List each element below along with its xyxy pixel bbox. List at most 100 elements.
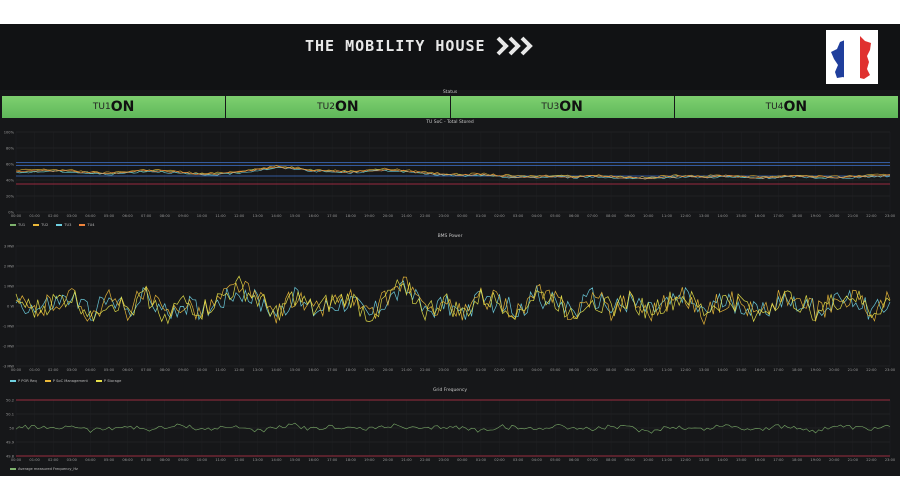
x-tick-label: 06:00 <box>122 214 133 218</box>
x-tick-label: 14:00 <box>717 458 728 462</box>
x-tick-label: 05:00 <box>104 214 115 218</box>
status-tile-tu3[interactable]: TU3 ON <box>450 96 674 118</box>
x-tick-label: 13:00 <box>699 214 710 218</box>
power-panel-title: BMS Power <box>437 234 463 239</box>
power-chart-panel[interactable]: 3 MW 2 MW 1 MW 0 W -1 MW -2 MW -3 MW 00:00 01:00… <box>2 240 898 386</box>
x-tick-label: 14:00 <box>271 368 282 372</box>
y-tick-label: 0% <box>8 210 14 214</box>
x-tick-label: 10:00 <box>643 368 654 372</box>
legend-item[interactable]: TU2 <box>33 223 48 227</box>
x-tick-label: 07:00 <box>141 458 152 462</box>
x-tick-label: 06:00 <box>569 458 580 462</box>
legend-swatch <box>56 224 63 226</box>
x-tick-label: 05:00 <box>104 458 115 462</box>
x-tick-label: 23:00 <box>439 368 450 372</box>
legend-item[interactable]: TU3 <box>56 223 71 227</box>
legend-item[interactable]: TU4 <box>79 223 95 227</box>
x-tick-label: 13:00 <box>699 368 710 372</box>
x-tick-label: 08:00 <box>160 368 171 372</box>
dashboard-screen: THE MOBILITY HOUSE <box>0 24 900 476</box>
x-tick-label: 03:00 <box>67 368 78 372</box>
x-tick-label: 00:00 <box>457 214 468 218</box>
legend-label: TU2 <box>41 223 49 227</box>
legend-swatch <box>33 224 40 226</box>
status-tile-tu2[interactable]: TU2 ON <box>226 96 450 118</box>
x-tick-label: 08:00 <box>160 214 171 218</box>
x-tick-label: 15:00 <box>290 368 301 372</box>
x-tick-label: 19:00 <box>364 458 375 462</box>
x-tick-label: 06:00 <box>569 214 580 218</box>
x-tick-label: 00:00 <box>11 368 22 372</box>
x-tick-label: 18:00 <box>792 368 803 372</box>
x-tick-label: 20:00 <box>383 214 394 218</box>
legend-label: P POR Req <box>18 379 37 383</box>
x-tick-label: 01:00 <box>476 458 487 462</box>
x-tick-label: 01:00 <box>29 368 40 372</box>
x-tick-label: 04:00 <box>532 368 543 372</box>
x-tick-label: 22:00 <box>866 458 877 462</box>
x-tick-label: 06:00 <box>122 458 133 462</box>
x-tick-label: 01:00 <box>29 214 40 218</box>
x-tick-label: 16:00 <box>308 368 319 372</box>
x-tick-label: 18:00 <box>346 458 357 462</box>
x-tick-label: 17:00 <box>327 458 338 462</box>
x-tick-label: 23:00 <box>885 458 896 462</box>
x-tick-label: 10:00 <box>197 214 208 218</box>
x-tick-label: 17:00 <box>327 368 338 372</box>
series-line-p-storage <box>15 275 891 325</box>
y-tick-label: 20% <box>6 194 15 198</box>
tile-label: TU3 <box>541 102 560 112</box>
tile-state: ON <box>559 99 583 115</box>
legend-label: Average measured Frequency_Hz <box>18 467 78 471</box>
x-tick-label: 02:00 <box>48 458 59 462</box>
x-tick-label: 02:00 <box>494 368 505 372</box>
x-tick-label: 09:00 <box>178 458 189 462</box>
x-tick-label: 12:00 <box>234 368 245 372</box>
x-tick-label: 05:00 <box>104 368 115 372</box>
x-tick-label: 02:00 <box>48 368 59 372</box>
x-tick-label: 21:00 <box>401 368 412 372</box>
x-tick-label: 14:00 <box>271 458 282 462</box>
x-tick-label: 13:00 <box>253 458 264 462</box>
x-tick-label: 12:00 <box>680 368 691 372</box>
x-tick-label: 10:00 <box>197 458 208 462</box>
y-tick-label: 80% <box>6 146 15 150</box>
legend-label: TU3 <box>64 223 72 227</box>
x-tick-label: 06:00 <box>569 368 580 372</box>
x-tick-label: 11:00 <box>662 368 673 372</box>
legend-item[interactable]: P SoC Management <box>44 379 88 383</box>
x-tick-label: 14:00 <box>717 214 728 218</box>
x-tick-label: 16:00 <box>755 214 766 218</box>
y-tick-label: 0 W <box>7 304 14 308</box>
x-tick-label: 23:00 <box>439 214 450 218</box>
legend-swatch <box>95 380 102 382</box>
x-tick-label: 22:00 <box>420 214 431 218</box>
x-tick-label: 17:00 <box>773 214 784 218</box>
x-tick-label: 08:00 <box>606 368 617 372</box>
x-tick-label: 10:00 <box>197 368 208 372</box>
x-tick-label: 12:00 <box>680 214 691 218</box>
power-legend: P POR Req P SoC Management P Storage <box>10 379 121 383</box>
legend-item[interactable]: TU1 <box>10 223 25 227</box>
series-line-average-measured-frequency-hz <box>15 422 891 434</box>
x-tick-label: 12:00 <box>234 458 245 462</box>
x-tick-label: 01:00 <box>476 368 487 372</box>
x-tick-label: 10:00 <box>643 458 654 462</box>
x-tick-label: 07:00 <box>587 368 598 372</box>
x-tick-label: 02:00 <box>48 214 59 218</box>
x-tick-label: 13:00 <box>253 214 264 218</box>
legend-item[interactable]: P POR Req <box>10 379 37 383</box>
france-map-flag-icon <box>826 30 878 84</box>
soc-chart[interactable]: 100%80%60%40%20%0%00:00 01:00 02:00 03:00 04… <box>2 126 898 222</box>
legend-item[interactable]: P Storage <box>95 379 121 383</box>
x-tick-label: 19:00 <box>810 368 821 372</box>
frequency-chart-panel[interactable]: 50.2 50.1 50 49.9 49.8 00:00 01:00 02:00 03:00 04… <box>2 394 898 474</box>
status-tile-tu4[interactable]: TU4 ON <box>674 96 898 118</box>
status-tile-tu1[interactable]: TU1 ON <box>2 96 226 118</box>
legend-item[interactable]: Average measured Frequency_Hz <box>10 467 78 471</box>
soc-chart-panel[interactable]: 100% 80% 60% 40% 20% 0% 00:00 01:00 02:00 03:00 04… <box>2 126 898 230</box>
legend-swatch <box>10 224 16 226</box>
y-tick-label: 50 <box>9 426 14 430</box>
